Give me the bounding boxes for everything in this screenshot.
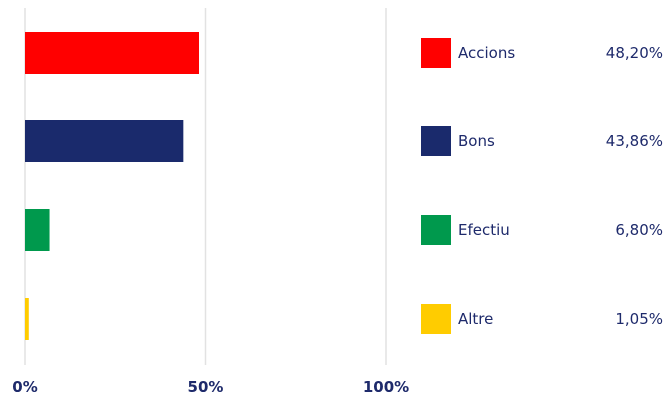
legend-label-altre: Altre xyxy=(458,310,493,328)
bar-accions xyxy=(25,32,200,74)
legend-swatch-efectiu xyxy=(421,215,451,245)
legend-value-efectiu: 6,80% xyxy=(615,221,663,239)
legend-value-altre: 1,05% xyxy=(615,310,663,328)
legend-label-bons: Bons xyxy=(458,132,495,150)
bar-altre xyxy=(25,298,29,340)
legend-swatch-altre xyxy=(421,304,451,334)
x-tick-label: 50% xyxy=(188,378,224,396)
bar-bons xyxy=(25,120,184,162)
legend-value-bons: 43,86% xyxy=(606,132,663,150)
bar-efectiu xyxy=(25,209,50,251)
x-tick-label: 0% xyxy=(12,378,37,396)
legend-label-efectiu: Efectiu xyxy=(458,221,510,239)
x-tick-label: 100% xyxy=(363,378,409,396)
legend-label-accions: Accions xyxy=(458,44,515,62)
legend-value-accions: 48,20% xyxy=(606,44,663,62)
legend-swatch-accions xyxy=(421,38,451,68)
legend-swatch-bons xyxy=(421,126,451,156)
